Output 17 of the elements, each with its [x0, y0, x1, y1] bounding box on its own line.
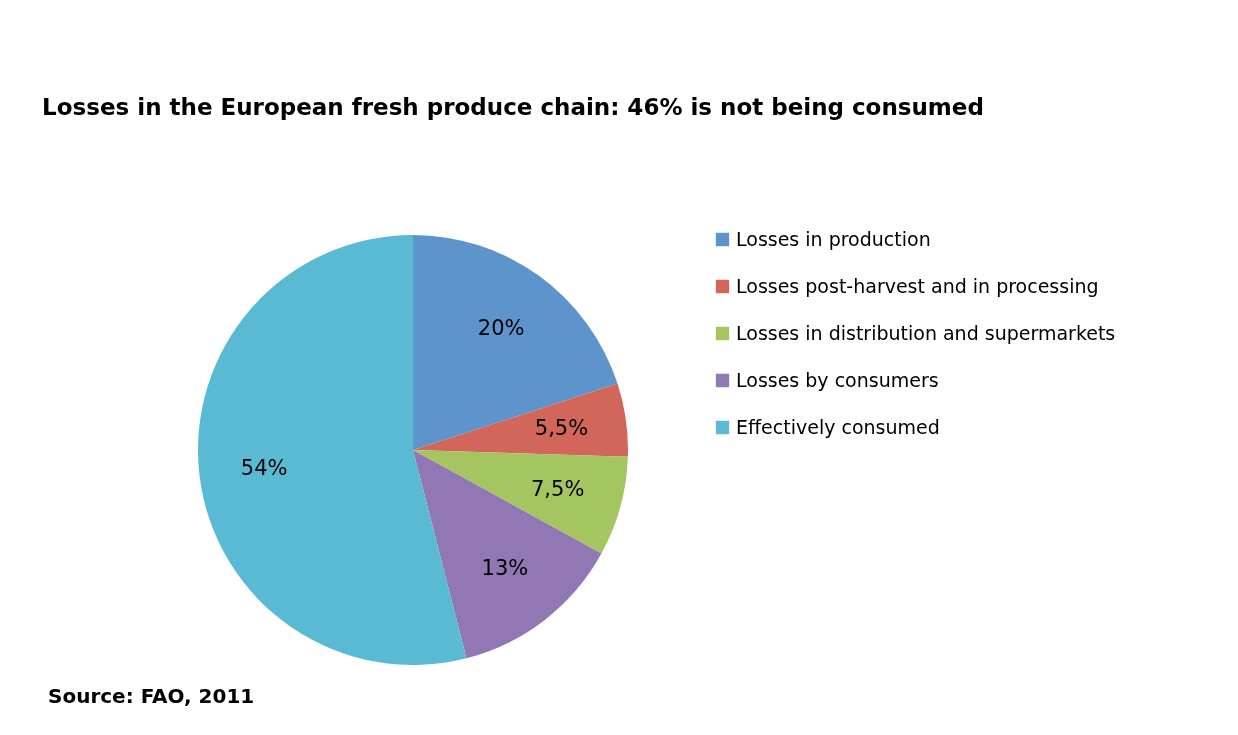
pie-slice [413, 383, 628, 457]
legend-label: Effectively consumed [736, 415, 940, 438]
data-label: 7,5% [531, 476, 585, 501]
data-label: 20% [477, 315, 525, 340]
pie-slice [413, 450, 628, 554]
pie-slice [413, 450, 602, 659]
legend-label: Losses post-harvest and in processing [736, 274, 1099, 297]
data-label: 5,5% [534, 415, 589, 440]
chart-title: Losses in the European fresh produce chain: 46% is not being consumed [42, 94, 984, 120]
data-label: 54% [240, 455, 288, 480]
source-note: Source: FAO, 2011 [48, 684, 255, 708]
legend-label: Losses in production [736, 227, 931, 250]
pie-slice [198, 235, 467, 665]
legend-label: Losses by consumers [736, 368, 939, 391]
legend-label: Losses in distribution and supermarkets [736, 321, 1116, 344]
data-label: 13% [481, 555, 529, 580]
pie-slice [413, 235, 618, 450]
